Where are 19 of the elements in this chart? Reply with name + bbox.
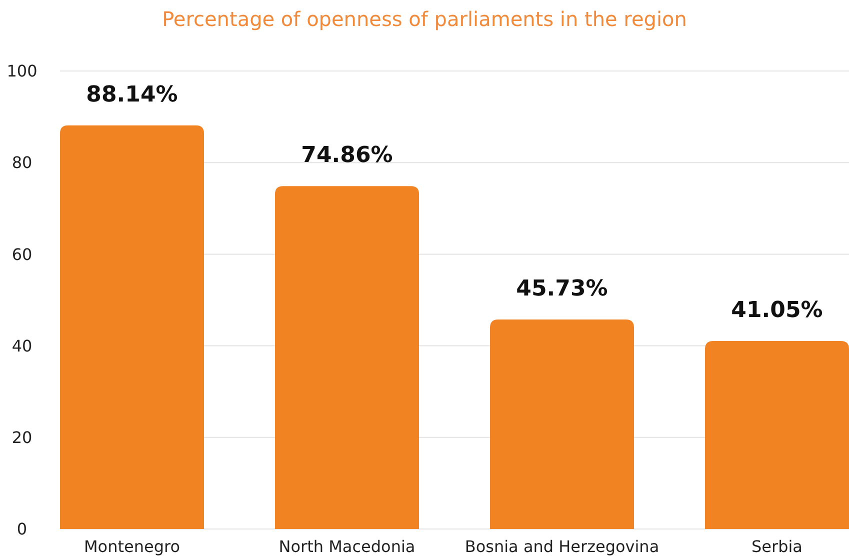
bar xyxy=(705,340,849,529)
y-tick-label: 20 xyxy=(12,428,32,447)
x-tick-label: Montenegro xyxy=(84,537,180,556)
y-tick-label: 100 xyxy=(6,62,38,81)
bar xyxy=(60,125,204,529)
y-tick-label: 0 xyxy=(16,520,28,539)
y-tick-label: 40 xyxy=(12,336,32,356)
data-label: 41.05% xyxy=(731,298,823,323)
x-tick-label: North Macedonia xyxy=(278,537,416,556)
data-label: 45.73% xyxy=(516,276,608,302)
y-tick-label: 80 xyxy=(12,153,32,172)
x-tick-label: Bosnia and Herzegovina xyxy=(464,537,660,556)
data-label: 88.14% xyxy=(86,82,178,108)
chart-title: Percentage of openness of parliaments in the region xyxy=(162,7,687,31)
x-tick-label: Serbia xyxy=(752,537,802,556)
data-label: 74.86% xyxy=(301,143,393,168)
bar xyxy=(275,186,419,529)
y-tick-label: 60 xyxy=(12,244,32,264)
bar xyxy=(490,320,634,529)
